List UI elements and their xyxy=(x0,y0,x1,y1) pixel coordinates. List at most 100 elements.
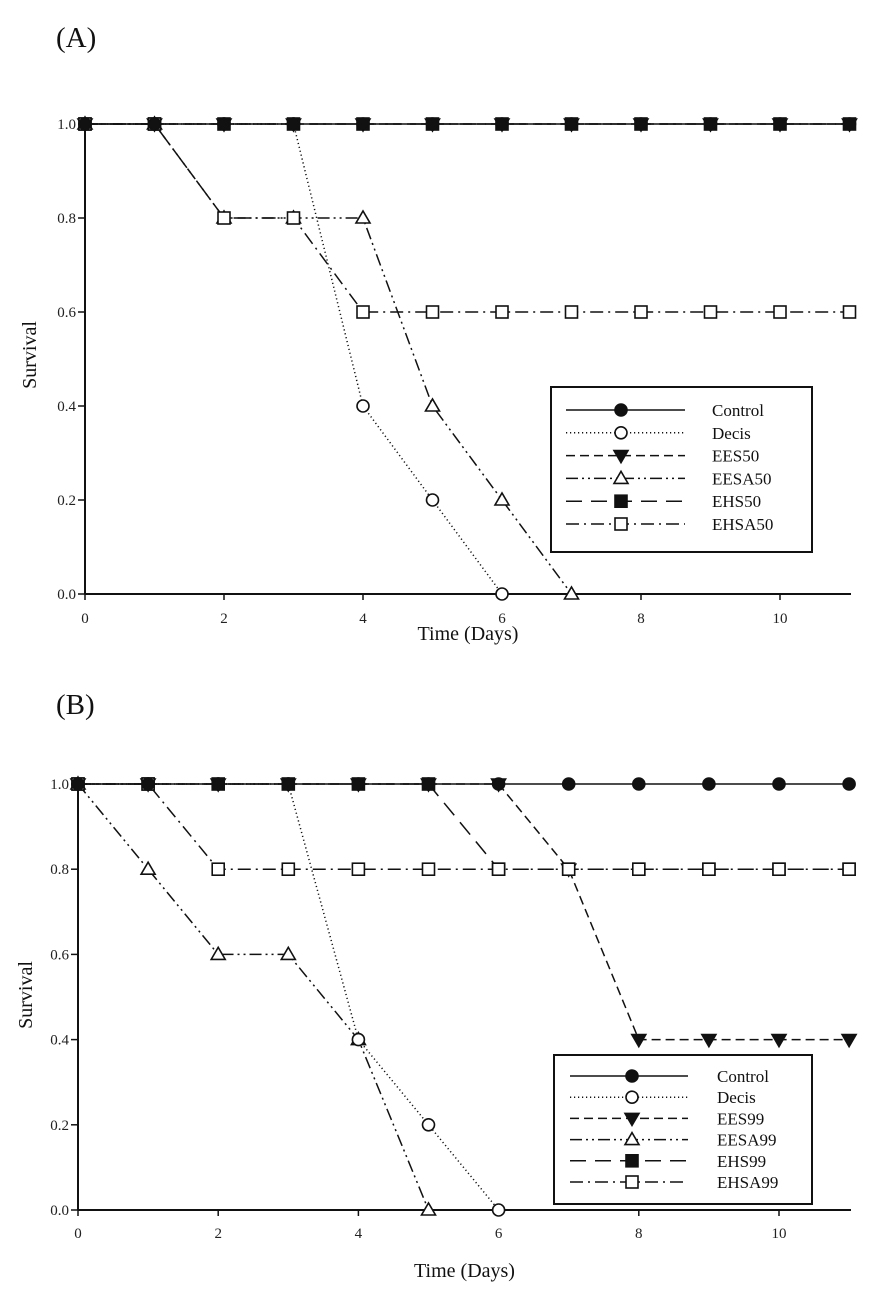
x-tick-label: 0 xyxy=(74,1226,82,1242)
open-square-marker xyxy=(634,305,648,319)
filled-circle-marker xyxy=(703,117,718,131)
series-markers-eesa50 xyxy=(76,115,580,600)
y-axis-title: Survival xyxy=(15,961,37,1029)
y-tick-label: 0.0 xyxy=(50,1203,69,1219)
open-square-marker xyxy=(356,305,370,319)
open-triangle-up-marker xyxy=(612,469,630,485)
legend-label-decis: Decis xyxy=(712,424,751,443)
open-square-marker xyxy=(631,862,646,877)
filled-circle-marker xyxy=(842,777,856,791)
filled-triangle-down-marker xyxy=(700,1033,718,1049)
legend-label-ehs99: EHS99 xyxy=(717,1152,766,1171)
chart-a-survival: 0.0 0.2 0.4 0.6 0.8 1.0 0 2 4 6 8 10 Time (Days) Surv… xyxy=(19,115,858,645)
open-square-marker xyxy=(217,211,231,225)
series-line-eesa99 xyxy=(77,783,430,1211)
legend-label-control: Control xyxy=(717,1067,769,1086)
y-tick-label: 0.2 xyxy=(50,1118,69,1134)
y-tick-label: 0.6 xyxy=(57,305,76,321)
legend-label-control: Control xyxy=(712,401,764,420)
open-square-marker xyxy=(495,305,509,319)
open-circle-marker xyxy=(421,1118,436,1132)
legend-box xyxy=(553,1054,813,1205)
open-square-marker xyxy=(703,305,718,319)
legend: Control Decis EES99 EESA99 EHS99 EHSA99 xyxy=(553,1054,813,1205)
open-circle-marker xyxy=(614,425,628,440)
legend: Control Decis EES50 EESA50 EHS50 EHSA50 xyxy=(550,386,813,553)
filled-circle-marker xyxy=(351,777,366,791)
y-tick-label: 0.4 xyxy=(57,399,76,415)
x-tick-label: 4 xyxy=(355,1226,363,1242)
series-markers-decis xyxy=(78,117,509,601)
filled-circle-marker xyxy=(772,777,786,791)
filled-triangle-down-marker xyxy=(840,1033,858,1049)
open-square-marker xyxy=(842,862,856,877)
open-triangle-up-marker xyxy=(354,209,372,224)
open-square-marker xyxy=(773,305,787,319)
x-tick-label: 2 xyxy=(214,1226,222,1242)
open-triangle-up-marker xyxy=(209,945,227,961)
series-markers-control xyxy=(71,777,856,791)
filled-circle-marker xyxy=(147,117,162,131)
y-tick-label: 0.8 xyxy=(50,862,69,878)
filled-triangle-down-marker xyxy=(612,449,630,465)
x-tick-label: 10 xyxy=(773,611,788,627)
filled-circle-marker xyxy=(625,1069,639,1083)
filled-circle-marker xyxy=(631,777,646,791)
filled-circle-marker xyxy=(425,117,440,131)
open-circle-marker xyxy=(351,1032,366,1047)
open-square-marker xyxy=(286,211,301,225)
series-line-decis xyxy=(78,783,500,1211)
legend-label-ees99: EES99 xyxy=(717,1109,764,1128)
open-circle-marker xyxy=(495,587,509,601)
filled-circle-marker xyxy=(634,117,648,131)
y-tick-label: 0.0 xyxy=(57,587,76,603)
series-markers-ees50 xyxy=(76,118,858,133)
legend-label-ehs50: EHS50 xyxy=(712,492,761,511)
series-markers-ehsa50 xyxy=(78,117,857,319)
open-square-marker xyxy=(564,305,579,319)
series-markers-eesa99 xyxy=(69,775,437,1216)
chart-b-survival: 0.0 0.2 0.4 0.6 0.8 1.0 0 2 4 6 8 10 Time (Days) Surv… xyxy=(15,775,858,1282)
legend-label-decis: Decis xyxy=(717,1088,756,1107)
y-tick-label: 1.0 xyxy=(57,117,76,133)
panel-label-a: (A) xyxy=(56,22,97,54)
open-square-marker xyxy=(614,517,628,531)
series-markers-decis xyxy=(71,777,506,1217)
filled-circle-marker xyxy=(141,777,155,791)
x-tick-label: 2 xyxy=(220,611,228,627)
x-tick-label: 6 xyxy=(498,611,506,627)
open-triangle-up-marker xyxy=(563,585,580,600)
open-circle-marker xyxy=(625,1090,639,1104)
filled-circle-marker xyxy=(217,117,231,131)
filled-circle-marker xyxy=(561,777,576,791)
filled-circle-marker xyxy=(211,777,225,791)
filled-circle-marker xyxy=(614,403,628,417)
filled-circle-marker xyxy=(281,777,296,791)
series-markers-control xyxy=(78,117,857,131)
y-tick-label: 0.6 xyxy=(50,947,69,963)
open-triangle-up-marker xyxy=(139,860,157,876)
open-triangle-up-marker xyxy=(424,397,441,412)
open-circle-marker xyxy=(425,493,440,507)
open-square-marker xyxy=(281,862,296,877)
y-tick-label: 1.0 xyxy=(50,777,69,793)
open-triangle-up-marker xyxy=(279,945,297,961)
series-line-ees99 xyxy=(78,783,850,1041)
x-tick-label: 8 xyxy=(637,611,645,627)
filled-circle-marker xyxy=(702,777,716,791)
legend-label-eesa99: EESA99 xyxy=(717,1131,777,1150)
open-circle-marker xyxy=(356,399,370,413)
open-triangle-up-marker xyxy=(420,1201,437,1216)
filled-triangle-down-marker xyxy=(770,1033,788,1049)
filled-circle-marker xyxy=(356,117,370,131)
series-markers-ees99 xyxy=(69,778,858,1049)
filled-circle-marker xyxy=(491,777,506,791)
open-circle-marker xyxy=(491,1203,506,1217)
x-tick-label: 6 xyxy=(495,1226,503,1242)
y-tick-label: 0.2 xyxy=(57,493,76,509)
open-square-marker xyxy=(702,862,716,877)
y-tick-label: 0.4 xyxy=(50,1033,69,1049)
series-line-ehs99 xyxy=(78,783,850,870)
series-line-ehsa99 xyxy=(78,783,850,870)
